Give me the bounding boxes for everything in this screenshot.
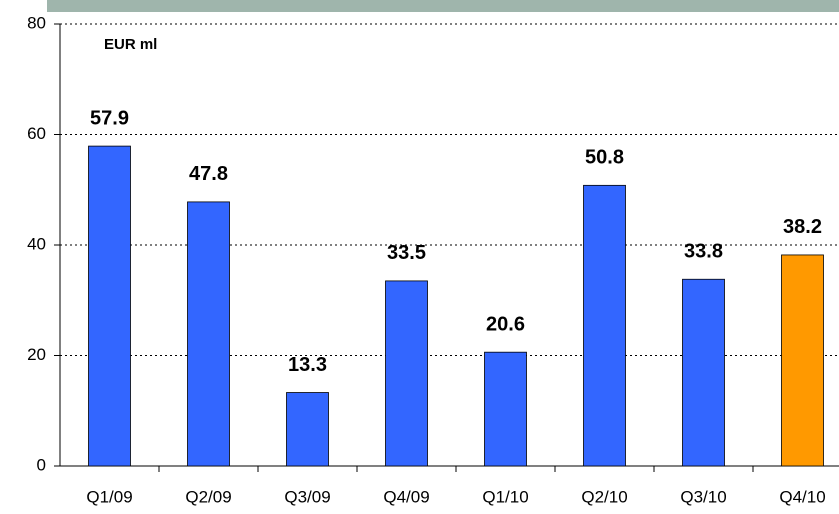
value-label: 20.6 (486, 313, 525, 335)
x-tick-label: Q2/10 (581, 487, 627, 506)
x-tick-label: Q3/09 (284, 487, 330, 506)
bar (286, 392, 329, 467)
y-tick-label: 80 (27, 13, 46, 32)
bar (484, 351, 527, 467)
x-tick-label: Q2/09 (185, 487, 231, 506)
x-tick-label: Q4/09 (383, 487, 429, 506)
y-tick-label: 20 (27, 345, 46, 364)
value-label: 38.2 (783, 216, 822, 238)
bar (583, 184, 626, 467)
value-label: 33.5 (387, 242, 426, 264)
unit-annotation: EUR ml (104, 36, 157, 53)
value-label: 13.3 (288, 354, 327, 376)
y-tick-label: 60 (27, 124, 46, 143)
bar (187, 201, 230, 467)
x-tick-label: Q4/10 (779, 487, 825, 506)
bar (682, 278, 725, 467)
value-label: 33.8 (684, 241, 723, 263)
bar (385, 280, 428, 467)
x-tick-label: Q1/09 (86, 487, 132, 506)
bar (781, 254, 824, 467)
y-tick-label: 40 (27, 234, 46, 253)
value-label: 47.8 (189, 163, 228, 185)
value-label: 57.9 (90, 107, 129, 129)
y-tick-label: 0 (37, 455, 46, 474)
value-label: 50.8 (585, 147, 624, 169)
bar (88, 145, 131, 467)
x-tick-label: Q3/10 (680, 487, 726, 506)
header-band (47, 0, 839, 12)
x-tick-label: Q1/10 (482, 487, 528, 506)
